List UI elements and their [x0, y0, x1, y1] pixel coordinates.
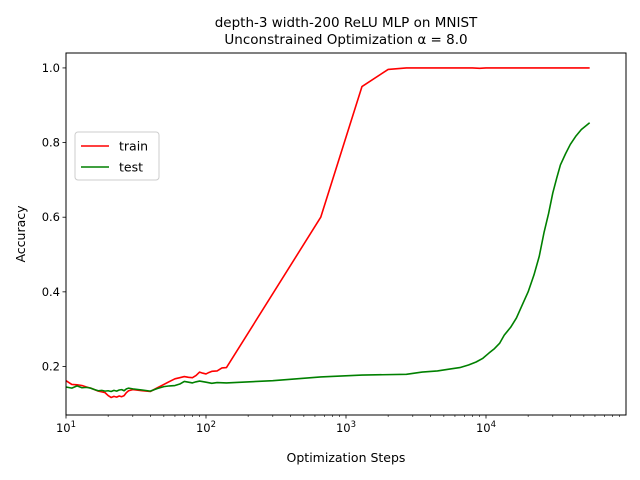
y-tick-label: 0.8: [42, 136, 60, 150]
y-tick-label: 0.2: [42, 359, 60, 373]
x-tick-label: 102: [196, 420, 216, 435]
y-tick-label: 0.6: [42, 210, 60, 224]
x-tick-label: 104: [476, 420, 496, 435]
series-line-train: [65, 67, 590, 399]
legend-label-test: test: [119, 160, 143, 175]
chart-title-line1: depth-3 width-200 ReLU MLP on MNIST: [215, 15, 478, 31]
y-axis: 0.2 0.4 0.6 0.8 1.0: [42, 61, 66, 373]
legend: train test: [74, 131, 160, 181]
series-layer: [65, 67, 591, 399]
legend-label-train: train: [119, 139, 148, 154]
legend-box: [74, 131, 160, 181]
x-axis: 101 102 103 104: [56, 415, 620, 435]
x-tick-label: 101: [56, 420, 76, 435]
x-axis-label: Optimization Steps: [287, 450, 406, 465]
y-tick-label: 0.4: [42, 285, 60, 299]
y-tick-label: 1.0: [42, 61, 60, 75]
series-line-test: [65, 122, 591, 393]
y-axis-label: Accuracy: [13, 205, 28, 263]
chart-title-line2: Unconstrained Optimization α = 8.0: [224, 32, 467, 48]
x-tick-label: 103: [336, 420, 356, 435]
